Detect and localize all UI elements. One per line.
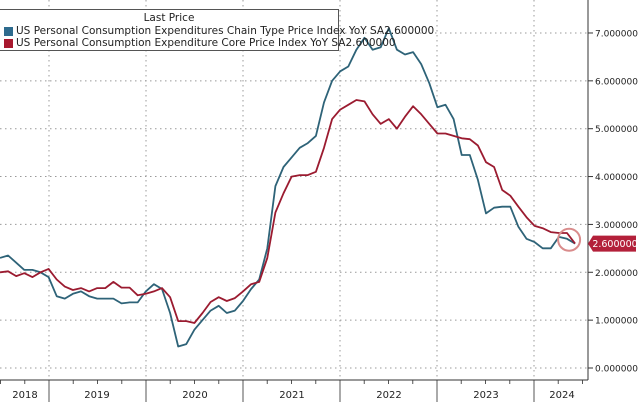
y-tick-label: 0.000000 — [595, 365, 638, 375]
gridlines — [0, 0, 588, 380]
legend-item-core: US Personal Consumption Expenditure Core… — [0, 37, 396, 49]
x-tick-label: 2024 — [549, 390, 574, 401]
legend-swatch-core — [4, 38, 13, 48]
series-line-headline-pce — [0, 27, 576, 348]
x-tick-label: 2021 — [279, 390, 304, 401]
legend-label-core: US Personal Consumption Expenditure Core… — [16, 37, 346, 49]
legend: Last Price US Personal Consumption Expen… — [0, 9, 434, 51]
legend-swatch-headline — [4, 26, 13, 36]
legend-label-headline: US Personal Consumption Expenditures Cha… — [16, 25, 385, 37]
legend-title: Last Price — [143, 12, 195, 24]
x-tick-label: 2018 — [12, 390, 37, 401]
y-tick-label: 7.000000 — [595, 29, 638, 39]
x-tick-label: 2019 — [84, 390, 109, 401]
series-line-core-pce — [0, 99, 576, 324]
highlight-circle — [557, 227, 582, 252]
y-tick-label: 4.000000 — [595, 173, 638, 183]
legend-item-headline: US Personal Consumption Expenditures Cha… — [0, 25, 434, 37]
x-tick-label: 2022 — [376, 390, 401, 401]
y-tick-label: 5.000000 — [595, 125, 638, 135]
last-price-tag-label: 2.600000 — [592, 239, 637, 250]
x-tick-label: 2020 — [182, 390, 207, 401]
annotations: 2.600000 — [557, 227, 638, 252]
x-tick-label: 2023 — [473, 390, 498, 401]
legend-value-core: 2.600000 — [345, 37, 396, 49]
y-tick-label: 3.000000 — [595, 221, 638, 231]
legend-value-headline: 2.600000 — [384, 25, 435, 37]
y-tick-label: 6.000000 — [595, 77, 638, 87]
y-tick-label: 2.000000 — [595, 269, 638, 279]
series-lines — [0, 27, 576, 348]
last-price-tag — [588, 235, 636, 252]
y-tick-label: 1.000000 — [595, 317, 638, 327]
